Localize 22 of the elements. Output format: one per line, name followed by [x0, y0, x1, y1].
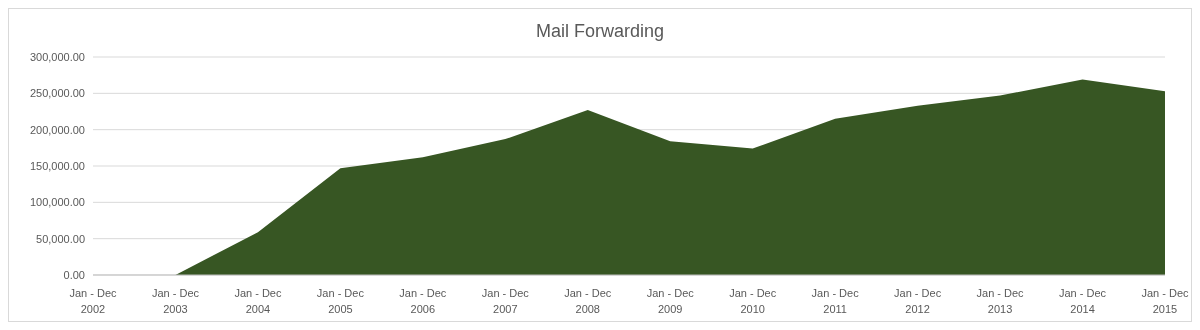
- x-tick-label: Jan - Dec 2003: [151, 287, 200, 315]
- y-tick-label: 50,000.00: [36, 232, 85, 245]
- y-tick-label: 250,000.00: [29, 87, 85, 100]
- x-tick-label: Jan - Dec 2004: [234, 287, 282, 315]
- x-tick-label: Jan - Dec 2011: [811, 287, 860, 315]
- x-tick-label: Jan - Dec 2007: [481, 287, 530, 315]
- y-tick-label: 150,000.00: [29, 159, 85, 172]
- x-tick-label: Jan - Dec 2002: [69, 287, 118, 315]
- y-tick-label: 100,000.00: [29, 196, 85, 209]
- x-tick-label: Jan - Dec 2015: [1141, 287, 1190, 315]
- y-tick-label: 300,000.00: [29, 50, 85, 63]
- y-tick-label: 0.00: [63, 268, 85, 281]
- x-tick-label: Jan - Dec 2014: [1059, 287, 1107, 315]
- x-tick-label: Jan - Dec 2005: [316, 287, 365, 315]
- x-tick-label: Jan - Dec 2008: [564, 287, 612, 315]
- x-tick-label: Jan - Dec 2012: [894, 287, 942, 315]
- chart-title: Mail Forwarding: [534, 21, 665, 42]
- x-tick-label: Jan - Dec 2013: [976, 287, 1025, 315]
- y-tick-label: 200,000.00: [29, 123, 85, 136]
- x-tick-label: Jan - Dec 2006: [399, 287, 447, 315]
- x-tick-label: Jan - Dec 2010: [729, 287, 777, 315]
- x-tick-label: Jan - Dec 2009: [646, 287, 695, 315]
